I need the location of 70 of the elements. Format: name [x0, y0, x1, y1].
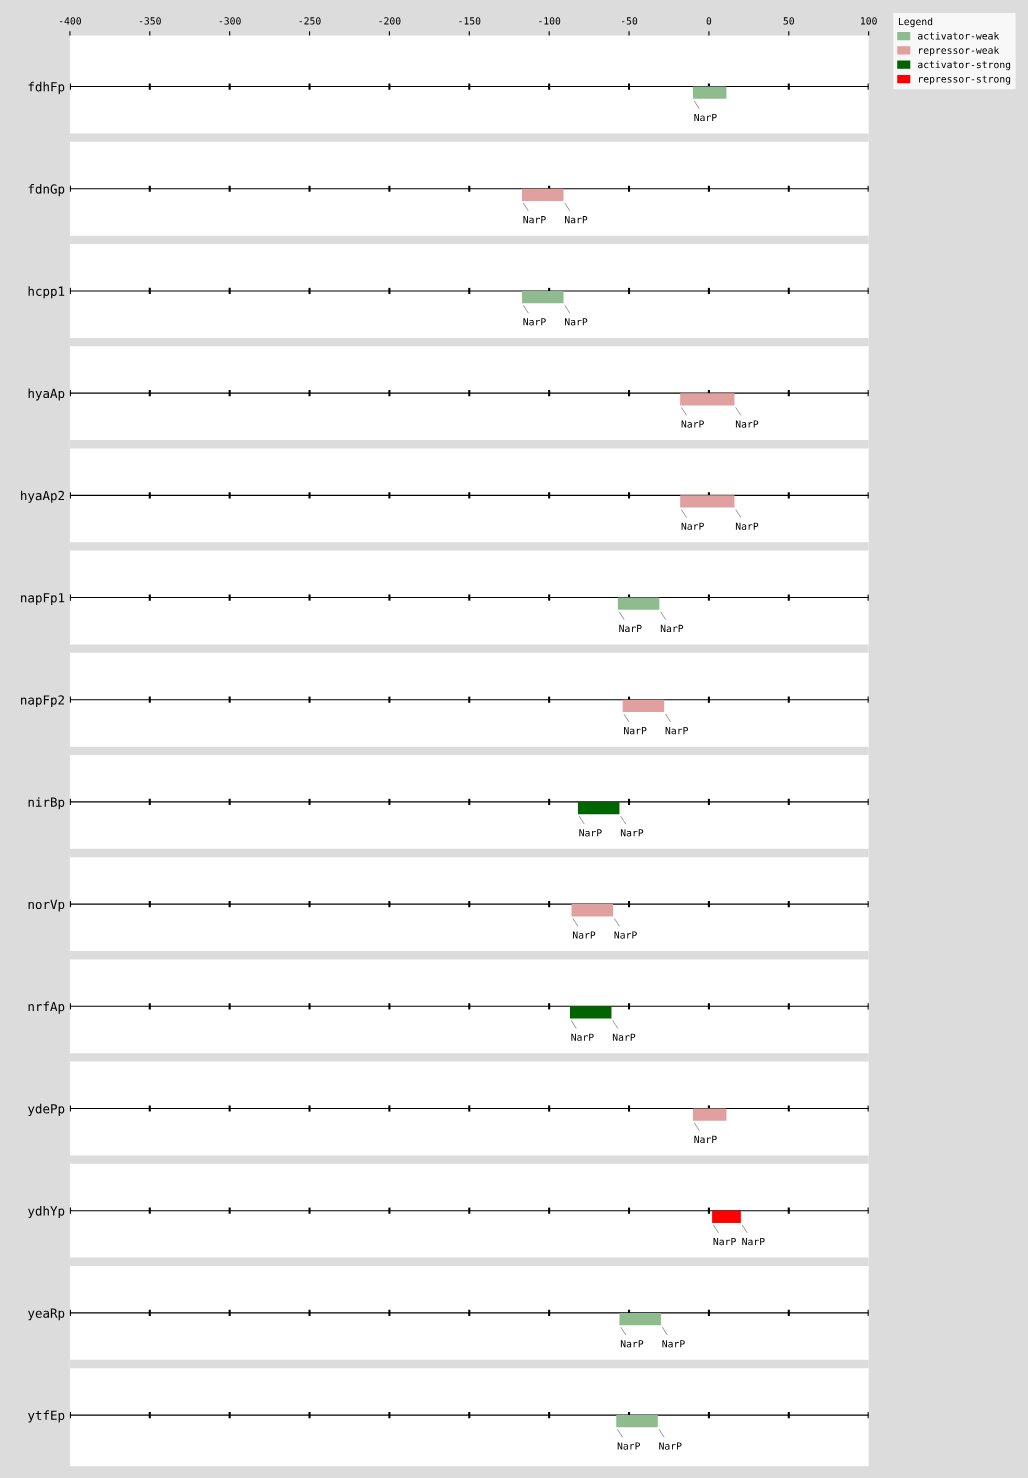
- x-tick-label: 100: [861, 17, 877, 25]
- annotation: NarP: [571, 1033, 594, 1041]
- x-tick-label: -250: [299, 17, 321, 25]
- legend-title: Legend: [898, 17, 933, 28]
- annotation: NarP: [564, 216, 588, 224]
- annotation: NarP: [694, 1135, 717, 1144]
- legend-label: activator-strong: [918, 60, 1011, 71]
- bar: [622, 699, 665, 712]
- x-tick-label: -150: [459, 17, 481, 25]
- y-tick-label: ydePp: [28, 1103, 65, 1116]
- legend-label: activator-weak: [918, 32, 1000, 40]
- legend-label: repressor-weak: [919, 46, 1000, 56]
- y-tick-label: ydhYp: [28, 1205, 65, 1219]
- annotation: NarP: [612, 1033, 636, 1041]
- annotation: NarP: [523, 216, 546, 224]
- bar: [571, 904, 614, 917]
- y-tick-label: norVp: [28, 899, 65, 912]
- y-tick-label: hyaAp2: [21, 490, 64, 503]
- annotation: NarP: [617, 1442, 641, 1450]
- annotation: NarP: [660, 624, 684, 633]
- y-tick-label: yeaRp: [28, 1308, 65, 1321]
- annotation: NarP: [681, 420, 704, 428]
- legend-label: repressor-strong: [919, 75, 1011, 85]
- x-tick-label: -400: [59, 17, 81, 25]
- y-tick-label: fdnGp: [28, 184, 65, 197]
- annotation: NarP: [614, 931, 637, 939]
- annotation: NarP: [665, 727, 688, 735]
- x-tick-label: -200: [379, 17, 401, 25]
- x-tick-label: 50: [783, 17, 795, 25]
- annotation: NarP: [735, 522, 759, 530]
- y-tick-label: napFp1: [21, 593, 65, 605]
- annotation: NarP: [713, 1238, 736, 1246]
- y-tick-label: hcpp1: [28, 286, 65, 299]
- bar: [680, 495, 735, 508]
- annotation: NarP: [659, 1442, 682, 1450]
- bar: [522, 290, 564, 304]
- bar: [569, 1006, 612, 1019]
- annotation: NarP: [620, 1340, 644, 1348]
- bar: [522, 188, 564, 202]
- annotation: NarP: [662, 1340, 685, 1348]
- annotation: NarP: [619, 624, 642, 633]
- y-tick-label: nirBp: [28, 797, 65, 810]
- annotation: NarP: [681, 522, 704, 530]
- x-tick-label: -50: [621, 17, 638, 25]
- bar: [619, 1312, 661, 1326]
- annotation: NarP: [564, 318, 588, 326]
- y-tick-label: ytfEp: [28, 1410, 65, 1423]
- bar: [680, 393, 735, 406]
- x-tick-label: -300: [219, 17, 241, 25]
- bar: [712, 1210, 741, 1223]
- annotation: NarP: [620, 829, 644, 837]
- annotation: NarP: [579, 829, 602, 837]
- bar: [616, 1415, 658, 1428]
- annotation: NarP: [624, 727, 647, 735]
- annotation: NarP: [735, 420, 759, 428]
- y-tick-label: napFp2: [21, 695, 64, 708]
- annotation: NarP: [572, 931, 596, 939]
- bar: [692, 86, 727, 99]
- annotation: NarP: [694, 113, 717, 122]
- annotation: NarP: [523, 318, 546, 326]
- bar: [617, 597, 660, 610]
- y-tick-label: fdhFp: [28, 81, 65, 94]
- x-tick-label: 0: [706, 17, 712, 25]
- bar: [692, 1108, 727, 1121]
- x-tick-label: -100: [539, 17, 561, 25]
- y-tick-label: hyaAp: [28, 388, 65, 401]
- x-tick-label: -350: [139, 17, 161, 25]
- bar: [577, 801, 620, 815]
- y-tick-label: nrfAp: [28, 1001, 65, 1014]
- annotation: NarP: [742, 1238, 765, 1246]
